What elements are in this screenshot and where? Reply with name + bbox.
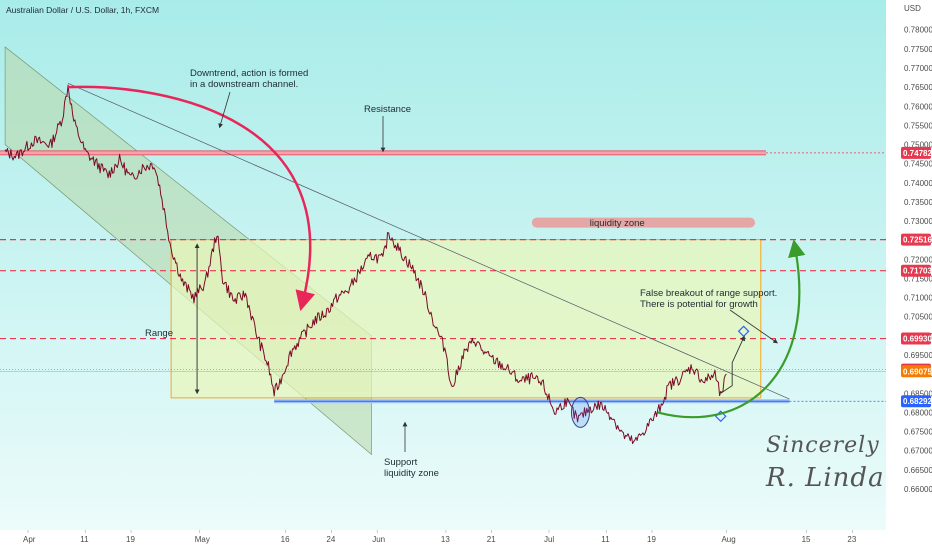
price-badge-label: 0.71703	[903, 267, 932, 276]
price-badge	[901, 332, 931, 345]
time-axis-panel	[0, 530, 886, 550]
y-tick-label: 0.71500	[904, 274, 932, 283]
liquidity-zone-bar	[531, 217, 756, 228]
x-tick-label: 24	[326, 535, 335, 544]
x-tick-label: 23	[847, 535, 856, 544]
annotation-false-breakout-line2: There is potential for growth	[640, 299, 758, 310]
y-tick-label: 0.68000	[904, 408, 932, 417]
y-tick-label: 0.78000	[904, 26, 932, 35]
x-tick-label: 21	[487, 535, 496, 544]
y-tick-label: 0.76000	[904, 102, 932, 111]
annotation-false-breakout-line1: False breakout of range support.	[640, 288, 777, 299]
y-tick-label: 0.66000	[904, 485, 932, 494]
false-breakout-circle	[570, 396, 590, 428]
y-tick-label: 0.70500	[904, 313, 932, 322]
x-tick-label: Jul	[544, 535, 554, 544]
x-tick-label: Aug	[721, 535, 735, 544]
price-badge-label: 0.72516	[903, 236, 932, 245]
y-tick-label: 0.76500	[904, 83, 932, 92]
y-tick-label: 0.67000	[904, 447, 932, 456]
downtrend-curve-arrow	[68, 85, 315, 312]
x-tick-label: Apr	[23, 535, 36, 544]
y-tick-label: 0.66500	[904, 466, 932, 475]
x-tick-label: May	[195, 535, 210, 544]
annotation-liquidity-zone: liquidity zone	[590, 218, 645, 229]
x-tick-label: 11	[601, 535, 610, 544]
price-badge-label: 0.69075	[903, 367, 932, 376]
x-tick-label: 19	[126, 535, 135, 544]
y-tick-label: 0.74000	[904, 179, 932, 188]
y-tick-label: 0.72000	[904, 255, 932, 264]
y-tick-label: 0.74500	[904, 160, 932, 169]
projection-path	[720, 335, 745, 394]
range-box	[170, 239, 762, 399]
y-tick-label: 0.75500	[904, 121, 932, 130]
long-trendline	[67, 82, 790, 400]
x-tick-label: Jun	[372, 535, 385, 544]
x-tick-label: 19	[647, 535, 656, 544]
price-badge	[901, 365, 931, 378]
x-tick-label: 11	[80, 535, 89, 544]
growth-curve-arrow	[657, 239, 806, 419]
signature-line2: R. Linda	[765, 463, 885, 493]
target-marker-high	[737, 325, 750, 338]
x-tick-label: 16	[281, 535, 290, 544]
annotation-downtrend-line2: in a downstream channel.	[190, 79, 298, 90]
y-tick-label: 0.69500	[904, 351, 932, 360]
annotation-range: Range	[145, 328, 173, 339]
y-tick-label: 0.67500	[904, 428, 932, 437]
price-badge	[901, 264, 931, 277]
y-tick-label: 0.75000	[904, 141, 932, 150]
chart-title: Australian Dollar / U.S. Dollar, 1h, FXC…	[6, 5, 159, 15]
y-tick-label: 0.77000	[904, 64, 932, 73]
y-tick-label: 0.73000	[904, 217, 932, 226]
price-series	[4, 84, 727, 445]
downtrend-pointer	[218, 91, 231, 129]
y-tick-label: 0.73500	[904, 198, 932, 207]
y-tick-label: 0.77500	[904, 45, 932, 54]
annotation-support-line1: Support	[384, 457, 418, 468]
signature-line1: Sincerely	[766, 433, 880, 458]
annotation-downtrend-line1: Downtrend, action is formed	[190, 68, 308, 79]
annotation-resistance: Resistance	[364, 104, 411, 115]
price-badge	[901, 146, 931, 159]
x-tick-label: 13	[441, 535, 450, 544]
price-badge	[901, 233, 931, 246]
price-badge-label: 0.68292	[903, 397, 932, 406]
currency-label: USD	[904, 4, 921, 13]
price-badge-label: 0.69930	[903, 335, 932, 344]
annotation-support-line2: liquidity zone	[384, 468, 439, 479]
price-badge	[901, 395, 931, 408]
y-tick-label: 0.68500	[904, 389, 932, 398]
breakout-pointer	[729, 309, 778, 344]
resistance-level	[0, 150, 766, 155]
y-tick-label: 0.71000	[904, 294, 932, 303]
price-badge-label: 0.74782	[903, 149, 932, 158]
x-tick-label: 15	[802, 535, 811, 544]
